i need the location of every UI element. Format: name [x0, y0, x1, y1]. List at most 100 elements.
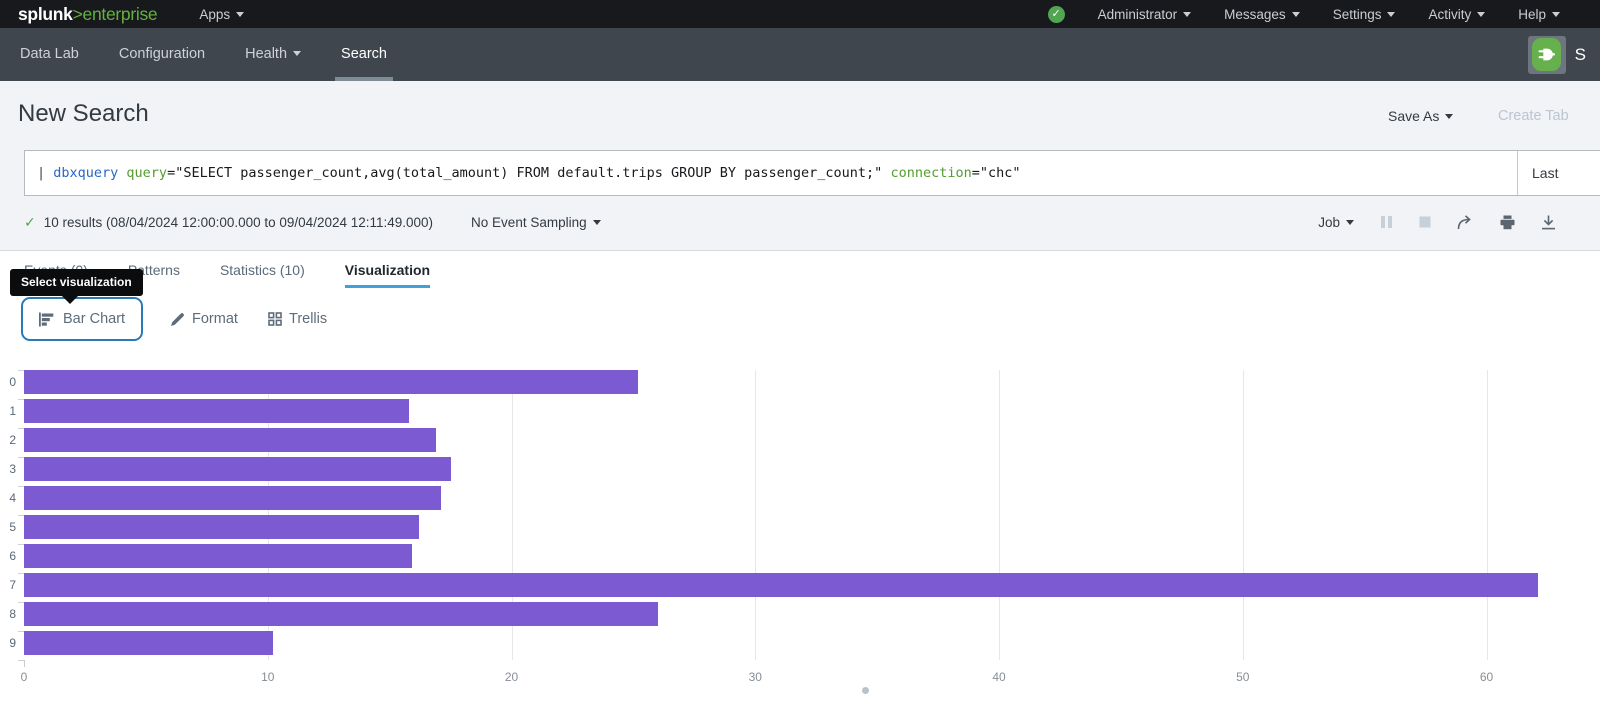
format-button[interactable]: Format — [170, 297, 238, 341]
bar-row: 9 — [0, 631, 1584, 655]
stop-icon[interactable] — [1419, 216, 1431, 228]
nav-item-health[interactable]: Health — [245, 28, 302, 81]
bar[interactable] — [24, 573, 1538, 597]
messages-menu[interactable]: Messages — [1224, 7, 1300, 22]
logo-gt-text: > — [72, 3, 83, 24]
share-icon[interactable] — [1457, 214, 1474, 230]
y-category-label: 2 — [9, 433, 16, 447]
event-sampling-menu[interactable]: No Event Sampling — [471, 215, 601, 230]
print-icon[interactable] — [1500, 215, 1515, 230]
y-axis-tick — [18, 660, 24, 661]
x-tick-label: 10 — [261, 670, 275, 684]
app-tile — [1527, 35, 1566, 74]
nav-item-configuration[interactable]: Configuration — [118, 46, 206, 62]
chart-type-button[interactable]: Bar Chart — [21, 297, 144, 341]
query-pipe: | — [37, 165, 54, 181]
db-connect-plug-icon — [1532, 38, 1562, 71]
tooltip-text: Select visualization — [21, 275, 132, 289]
logo-splunk-text: splunk — [18, 3, 73, 24]
bar-track — [24, 370, 1584, 394]
bar-track — [24, 428, 1584, 452]
bar-row: 3 — [0, 457, 1584, 481]
bar[interactable] — [24, 515, 419, 539]
tab-visualization[interactable]: Visualization — [344, 252, 431, 288]
job-controls: Job — [1318, 215, 1556, 230]
chevron-down-icon — [1346, 219, 1354, 225]
x-axis-zero-tick — [24, 660, 25, 667]
x-tick-label: 30 — [748, 670, 762, 684]
tooltip-arrow — [62, 296, 78, 304]
time-range-picker[interactable]: Last — [1517, 151, 1600, 195]
app-nav-bar: Data Lab Configuration Health Search — [0, 28, 1600, 81]
trellis-button[interactable]: Trellis — [268, 297, 327, 341]
bar[interactable] — [24, 428, 436, 452]
nav-item-search[interactable]: Search — [335, 28, 393, 81]
bar-track — [24, 544, 1584, 568]
bar-track — [24, 399, 1584, 423]
results-done-check-icon — [24, 214, 36, 231]
bar-chart: 0 1 2 3 4 5 6 7 8 9 0 10 20 30 40 50 60 — [0, 360, 1600, 708]
tab-statistics[interactable]: Statistics (10) — [219, 262, 305, 278]
health-status-check-icon[interactable] — [1047, 5, 1065, 23]
bar-row: 2 — [0, 428, 1584, 452]
administrator-menu[interactable]: Administrator — [1098, 7, 1192, 22]
y-category-label: 7 — [9, 578, 16, 592]
bar-track — [24, 457, 1584, 481]
results-summary: 10 results (08/04/2024 12:00:00.000 to 0… — [43, 214, 434, 230]
job-menu[interactable]: Job — [1318, 215, 1354, 230]
y-category-label: 8 — [9, 607, 16, 621]
top-bar: splunk>enterprise Apps Administrator Mes… — [0, 0, 1600, 28]
x-tick-label: 50 — [1236, 670, 1250, 684]
query-arg2-value: ="chc" — [971, 165, 1021, 181]
help-menu[interactable]: Help — [1518, 7, 1560, 22]
results-bar: 10 results (08/04/2024 12:00:00.000 to 0… — [24, 203, 1556, 241]
query-arg1-value: ="SELECT passenger_count,avg(total_amoun… — [167, 165, 891, 181]
bar[interactable] — [24, 457, 451, 481]
chart-x-axis: 0 10 20 30 40 50 60 — [21, 670, 1584, 686]
create-table-button[interactable]: Create Tab — [1498, 108, 1569, 124]
search-query-input[interactable]: | dbxquery query="SELECT passenger_count… — [25, 151, 1517, 195]
y-category-label: 0 — [9, 375, 16, 389]
x-tick-label: 60 — [1479, 670, 1494, 684]
y-category-label: 4 — [9, 491, 16, 505]
save-as-button[interactable]: Save As — [1388, 108, 1454, 124]
chevron-down-icon — [1387, 11, 1396, 17]
bar-row: 7 — [0, 573, 1584, 597]
chevron-down-icon — [1552, 11, 1560, 17]
apps-menu[interactable]: Apps — [199, 7, 245, 22]
top-bar-right: Administrator Messages Settings Activity… — [1047, 5, 1560, 23]
download-icon[interactable] — [1541, 215, 1556, 230]
bar[interactable] — [24, 399, 410, 423]
query-arg1-key: query — [126, 165, 168, 181]
logo-enterprise-text: enterprise — [82, 3, 158, 24]
bar-track — [24, 573, 1584, 597]
bar[interactable] — [24, 486, 441, 510]
chevron-down-icon — [1183, 11, 1192, 17]
pause-icon[interactable] — [1380, 215, 1393, 229]
y-category-label: 6 — [9, 549, 16, 563]
query-arg2-key: connection — [890, 165, 972, 181]
bar-track — [24, 486, 1584, 510]
bar-plot: 0 1 2 3 4 5 6 7 8 9 — [0, 370, 1584, 660]
x-tick-label: 20 — [504, 670, 519, 684]
settings-menu[interactable]: Settings — [1333, 7, 1396, 22]
bar-row: 4 — [0, 486, 1584, 510]
chevron-down-icon — [293, 51, 302, 56]
bar[interactable] — [24, 544, 412, 568]
chevron-down-icon — [592, 219, 601, 225]
bar-row: 1 — [0, 399, 1584, 423]
chart-paginator-dot[interactable] — [862, 687, 869, 694]
app-badge[interactable]: S — [1527, 35, 1586, 74]
select-visualization-tooltip: Select visualization — [10, 269, 143, 304]
chevron-down-icon — [1291, 11, 1300, 17]
bar-row: 5 — [0, 515, 1584, 539]
bar[interactable] — [24, 631, 273, 655]
bar[interactable] — [24, 602, 658, 626]
nav-item-data-lab[interactable]: Data Lab — [20, 46, 79, 62]
splunk-logo[interactable]: splunk>enterprise — [18, 3, 158, 25]
activity-menu[interactable]: Activity — [1428, 7, 1486, 22]
bar[interactable] — [24, 370, 639, 394]
plug-icon — [1538, 48, 1556, 61]
bar-chart-icon — [39, 312, 54, 326]
